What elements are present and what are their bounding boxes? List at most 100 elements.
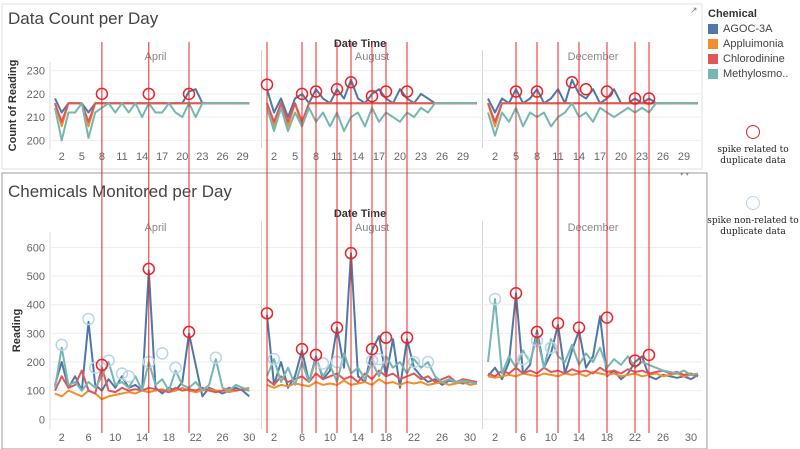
legend-title: Chemical	[708, 8, 757, 20]
count-chart-xtick: 2	[271, 151, 277, 163]
count-chart-ytick: 230	[27, 66, 45, 78]
reading-chart-spike-nonrelated-marker	[488, 292, 502, 306]
reading-chart-xtick: 14	[573, 432, 585, 444]
reading-chart-series-methylosmolene	[54, 346, 250, 392]
resize-grip-icon: ••••	[348, 171, 355, 177]
reading-chart-spike-nonrelated-marker	[115, 367, 129, 380]
reading-chart-xtick: 22	[190, 432, 202, 444]
count-chart-ylabel: Count of Reading	[7, 60, 19, 152]
count-chart-xtick: 5	[292, 151, 298, 163]
reading-chart-ylabel: Reading	[11, 309, 23, 352]
count-chart-xtick: 20	[394, 151, 406, 163]
reading-chart-title: Chemicals Monitored per Day	[8, 182, 232, 201]
reading-chart-xtick: 26	[216, 432, 228, 444]
panel-menu-icon: ▾ ▾	[680, 171, 689, 178]
count-chart-xtick: 23	[196, 151, 208, 163]
count-chart-xtick: 26	[436, 151, 448, 163]
red-circle-icon	[746, 125, 760, 139]
spike-nonrelated-label: spike non-related to duplicate data	[707, 216, 799, 237]
reading-chart-xtick: 10	[109, 432, 121, 444]
reading-chart-spike-nonrelated-marker	[88, 361, 102, 374]
count-chart-series-methylosmolene	[54, 102, 250, 142]
count-chart-xtick: 29	[457, 151, 469, 163]
reading-chart-ytick: 200	[27, 357, 45, 369]
reading-chart-spike-nonrelated-marker	[544, 341, 558, 354]
reading-chart-panel-header-december: December	[568, 222, 619, 234]
count-chart-xtick: 20	[615, 151, 627, 163]
count-chart-spike-related-marker	[565, 76, 579, 89]
count-chart-xtick: 26	[216, 151, 228, 163]
legend-item-chlorodinine[interactable]: Chlorodinine	[708, 52, 799, 66]
reading-chart-xtick: 6	[299, 432, 305, 444]
external-link-icon[interactable]: ↗	[690, 5, 698, 15]
reading-chart-xtick: 22	[629, 432, 641, 444]
legend-label: AGOC-3A	[723, 23, 773, 35]
reading-chart-ytick: 600	[27, 242, 45, 254]
reading-chart-xtick: 14	[136, 432, 148, 444]
legend-swatch-appluimonia	[708, 39, 718, 49]
count-chart-spike-related-marker	[579, 82, 593, 96]
count-chart-xtick: 14	[136, 151, 148, 163]
reading-chart-ytick: 400	[27, 300, 45, 312]
reading-chart-xtick: 26	[657, 432, 669, 444]
count-chart-xtick: 29	[678, 151, 690, 163]
legend-label: Appluimonia	[723, 38, 784, 50]
count-chart-xtick: 2	[59, 151, 65, 163]
count-chart-xtick: 20	[176, 151, 188, 163]
reading-chart-spike-nonrelated-marker	[421, 355, 435, 369]
reading-chart-ytick: 300	[27, 328, 45, 340]
count-chart-title: Data Count per Day	[8, 9, 159, 28]
count-chart-xtick: 29	[236, 151, 248, 163]
reading-chart-xtick: 10	[545, 432, 557, 444]
count-chart-xtick: 17	[373, 151, 385, 163]
spike-nonrelated-key: spike non-related to duplicate data	[706, 196, 800, 238]
reading-chart-xtick: 26	[436, 432, 448, 444]
blue-circle-icon	[746, 196, 760, 210]
reading-chart-xtick: 6	[520, 432, 526, 444]
reading-chart-panel-header-april: April	[144, 222, 166, 234]
legend-swatch-agoc-3a	[708, 24, 718, 34]
reading-chart-xtick: 30	[243, 432, 255, 444]
count-chart-xtick: 11	[116, 151, 127, 163]
legend-label: Chlorodinine	[723, 53, 785, 65]
reading-chart-spike-nonrelated-marker	[102, 354, 115, 367]
reading-chart-xtick: 18	[163, 432, 175, 444]
legend-item-appluimonia[interactable]: Appluimonia	[708, 37, 799, 51]
reading-chart-ytick: 100	[27, 386, 45, 398]
reading-chart-xtick: 30	[685, 432, 697, 444]
reading-chart-spike-nonrelated-marker	[55, 338, 68, 352]
reading-chart-spike-nonrelated-marker	[516, 352, 530, 366]
reading-chart-series-methylosmolene	[487, 298, 699, 376]
legend-label: Methylosmo..	[723, 68, 789, 80]
count-chart-xtick: 17	[156, 151, 168, 163]
reading-chart-spike-nonrelated-marker	[155, 347, 169, 360]
reading-chart-xtick: 30	[464, 432, 476, 444]
reading-chart-xtick: 14	[352, 432, 364, 444]
count-chart-ytick: 220	[27, 89, 45, 101]
reading-chart-ytick: 0	[39, 414, 45, 426]
reading-chart-spike-nonrelated-marker	[316, 357, 330, 370]
legend-swatch-methylosmolene	[708, 69, 718, 79]
legend-item-agoc-3a[interactable]: AGOC-3A	[708, 22, 799, 36]
legend-swatch-chlorodinine	[708, 54, 718, 64]
reading-chart-ytick: 500	[27, 271, 45, 283]
count-chart-ytick: 200	[27, 135, 45, 147]
count-chart-xtick: 2	[492, 151, 498, 163]
reading-chart-xtick: 18	[601, 432, 613, 444]
legend-item-methylosmolene[interactable]: Methylosmo..	[708, 67, 799, 81]
reading-chart-xtick: 22	[408, 432, 420, 444]
spike-related-label: spike related to duplicate data	[717, 145, 789, 166]
count-chart-xtick: 5	[79, 151, 85, 163]
reading-chart-series-appluimonia	[54, 386, 250, 401]
count-chart-xtick: 17	[594, 151, 606, 163]
reading-chart-xtick: 2	[59, 432, 65, 444]
reading-chart-xtick: 2	[271, 432, 277, 444]
count-chart-xlabel: Date Time	[334, 38, 386, 50]
reading-chart-xlabel: Date Time	[334, 208, 386, 220]
count-chart-panel-header-december: December	[568, 51, 619, 63]
reading-chart-spike-nonrelated-marker	[169, 361, 182, 374]
spike-related-key: spike related to duplicate data	[706, 125, 800, 167]
count-chart-xtick: 23	[415, 151, 427, 163]
reading-chart-spike-nonrelated-marker	[372, 352, 386, 366]
